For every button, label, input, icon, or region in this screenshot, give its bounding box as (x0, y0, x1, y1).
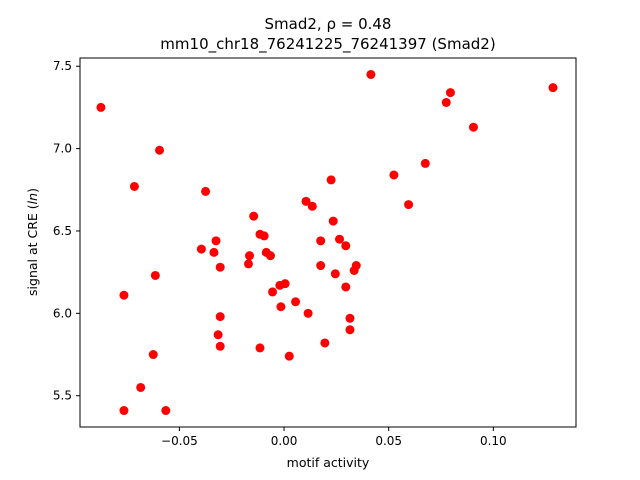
data-point (307, 201, 317, 211)
y-tick-label: 7.0 (53, 142, 72, 156)
data-point (245, 251, 255, 261)
data-point (320, 338, 330, 348)
data-point (265, 251, 275, 261)
data-point (201, 186, 211, 196)
data-point (303, 308, 313, 318)
data-point (335, 234, 345, 244)
data-point (441, 97, 451, 107)
data-point (255, 343, 265, 353)
data-point (196, 244, 206, 254)
data-point (243, 259, 253, 269)
plot-area (80, 58, 576, 427)
data-point (341, 241, 351, 251)
data-point (284, 351, 294, 361)
data-point (345, 313, 355, 323)
data-point (548, 83, 558, 93)
x-axis-ticks: −0.05 0.00 0.05 0.10 (161, 427, 507, 448)
data-point (330, 269, 340, 279)
data-point (404, 200, 414, 210)
y-tick-label: 6.0 (53, 306, 72, 320)
x-tick-label: 0.10 (480, 434, 507, 448)
x-tick-label: −0.05 (161, 434, 198, 448)
y-tick-label: 5.5 (53, 389, 72, 403)
data-point (249, 211, 259, 221)
data-point (155, 145, 165, 155)
data-point (341, 282, 351, 292)
data-point (215, 341, 225, 351)
y-tick-label: 6.5 (53, 224, 72, 238)
chart-title-line2: mm10_chr18_76241225_76241397 (Smad2) (160, 35, 495, 54)
plot-frame (79, 57, 577, 428)
data-point (129, 181, 139, 191)
data-point (215, 262, 225, 272)
data-point (420, 158, 430, 168)
data-point (328, 216, 338, 226)
data-point (136, 382, 146, 392)
data-point (119, 406, 129, 416)
data-point (326, 175, 336, 185)
data-point (280, 279, 290, 289)
x-axis-label: motif activity (287, 455, 370, 470)
data-point (301, 196, 311, 206)
y-axis-ticks: 5.5 6.0 6.5 7.0 7.5 (53, 59, 80, 403)
data-point (345, 325, 355, 335)
data-point (119, 290, 129, 300)
data-point (161, 406, 171, 416)
data-point (316, 236, 326, 246)
data-point (349, 266, 359, 275)
data-points (96, 69, 558, 416)
data-point (209, 247, 219, 257)
data-point (366, 69, 376, 79)
data-point (213, 330, 223, 340)
data-point (276, 302, 286, 312)
y-tick-label: 7.5 (53, 59, 72, 73)
data-point (316, 261, 326, 271)
data-point (445, 88, 455, 98)
data-point (291, 297, 301, 307)
data-point (215, 312, 225, 322)
chart-title-line1: Smad2, ρ = 0.48 (265, 15, 392, 33)
data-point (148, 350, 158, 360)
data-point (468, 122, 478, 132)
x-tick-label: 0.05 (375, 434, 402, 448)
x-tick-label: 0.00 (271, 434, 298, 448)
data-point (96, 102, 106, 112)
data-point (150, 270, 160, 280)
data-point (211, 236, 221, 246)
data-point (389, 170, 399, 180)
data-point (268, 287, 278, 297)
y-axis-label: signal at CRE (ln) (25, 188, 40, 296)
data-point (259, 231, 269, 241)
